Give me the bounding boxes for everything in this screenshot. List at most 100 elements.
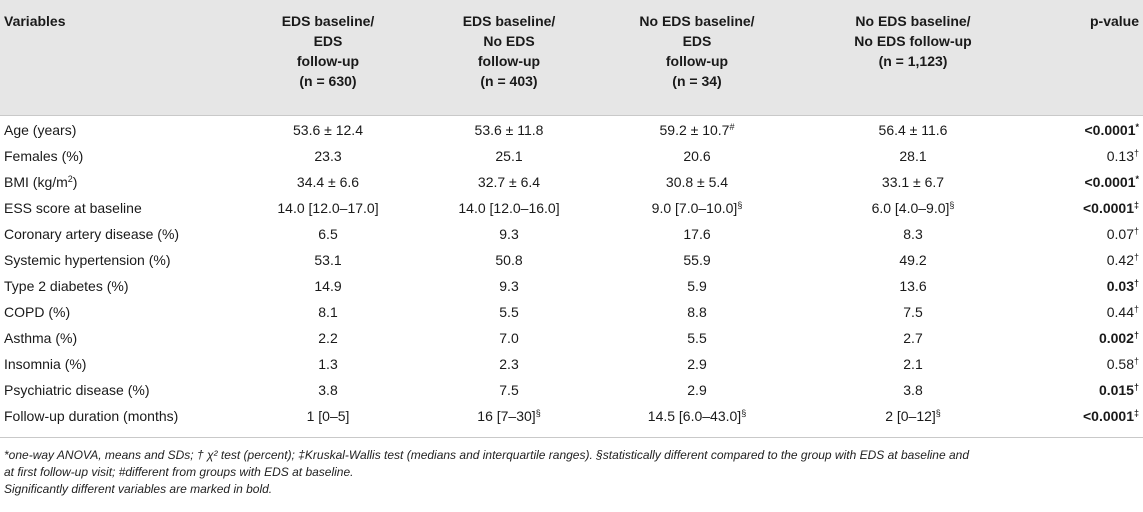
value-cell: 6.5 xyxy=(318,221,337,247)
cell-text: 14.0 [12.0–17.0] xyxy=(277,200,379,216)
value-cell: 56.4 ± 11.6 xyxy=(879,117,948,143)
cell-text: 0.13 xyxy=(1106,148,1134,164)
cell-superscript: * xyxy=(1135,122,1139,132)
value-cell: 53.6 ± 11.8 xyxy=(475,117,544,143)
cell-text: 9.3 xyxy=(499,278,519,294)
cell-text: 3.8 xyxy=(903,382,923,398)
cell-text: Insomnia (%) xyxy=(4,356,87,372)
cell-text: 55.9 xyxy=(683,252,711,268)
table-row: Asthma (%) 2.2 7.0 5.5 2.7 0.002† xyxy=(0,325,1143,351)
cell-superscript: § xyxy=(949,200,955,210)
value-cell: 2.9 xyxy=(687,377,706,403)
cell-text: Asthma (%) xyxy=(4,330,78,346)
cell-text: 53.1 xyxy=(314,252,342,268)
cell-text: 1 [0–5] xyxy=(306,408,350,424)
value-cell: 49.2 xyxy=(899,247,926,273)
header-variables: Variables xyxy=(4,13,66,29)
value-cell: 55.9 xyxy=(683,247,710,273)
table-row: Coronary artery disease (%) 6.5 9.3 17.6 8.3… xyxy=(0,221,1143,247)
cell-superscript: § xyxy=(535,408,541,418)
cell-text: 2.1 xyxy=(903,356,923,372)
table-row: BMI (kg/m2) 34.4 ± 6.6 32.7 ± 6.4 30.8 ± 5.… xyxy=(0,169,1143,195)
table-row: ESS score at baseline 14.0 [12.0–17.0] 14.… xyxy=(0,195,1143,221)
p-value-cell: 0.015† xyxy=(1099,377,1139,403)
value-cell: 17.6 xyxy=(683,221,710,247)
value-cell: 2 [0–12]§ xyxy=(885,403,941,429)
header-p-value: p-value xyxy=(1089,13,1139,29)
p-value-cell: 0.13† xyxy=(1107,143,1139,169)
value-cell: 5.5 xyxy=(499,299,518,325)
cell-superscript: † xyxy=(1133,330,1139,340)
row-label: Females (%) xyxy=(4,143,83,169)
table-header: Variables EDS baseline/ EDS follow-up (n… xyxy=(0,0,1143,115)
cell-text: 7.5 xyxy=(499,382,519,398)
cell-text: 2.9 xyxy=(687,382,707,398)
cell-text: 34.4 ± 6.6 xyxy=(296,174,360,190)
p-value-cell: <0.0001* xyxy=(1084,117,1139,143)
cell-text: 0.42 xyxy=(1106,252,1134,268)
cell-text: 1.3 xyxy=(318,356,338,372)
cell-superscript: 2 xyxy=(67,174,73,184)
cell-text: 28.1 xyxy=(899,148,927,164)
value-cell: 8.8 xyxy=(687,299,706,325)
value-cell: 2.7 xyxy=(903,325,922,351)
cell-text: 23.3 xyxy=(314,148,342,164)
cell-text: 14.5 [6.0–43.0] xyxy=(647,408,742,424)
table-row: Systemic hypertension (%) 53.1 50.8 55.9 49.… xyxy=(0,247,1143,273)
cell-text: Systemic hypertension (%) xyxy=(4,252,171,268)
cell-superscript: # xyxy=(729,122,735,132)
row-label: BMI (kg/m2) xyxy=(4,169,77,195)
table-row: Type 2 diabetes (%) 14.9 9.3 5.9 13.6 0.03† xyxy=(0,273,1143,299)
row-label: Insomnia (%) xyxy=(4,351,86,377)
cell-text: 6.5 xyxy=(318,226,338,242)
cell-text: 5.5 xyxy=(687,330,707,346)
cell-text: 7.5 xyxy=(903,304,923,320)
cell-text: 0.03 xyxy=(1106,278,1134,294)
cell-superscript: † xyxy=(1133,226,1139,236)
footnote-line-2: at first follow-up visit; #different fro… xyxy=(4,465,354,479)
header-noeds-noeds: No EDS baseline/ No EDS follow-up (n = 1… xyxy=(854,13,972,69)
value-cell: 2.9 xyxy=(687,351,706,377)
value-cell: 16 [7–30]§ xyxy=(477,403,540,429)
cell-text: 8.3 xyxy=(903,226,923,242)
cell-text: 8.1 xyxy=(318,304,338,320)
cell-text: 2.9 xyxy=(687,356,707,372)
cell-text: Type 2 diabetes (%) xyxy=(4,278,129,294)
cell-text: 5.5 xyxy=(499,304,519,320)
cell-text: Coronary artery disease (%) xyxy=(4,226,180,242)
p-value-cell: 0.002† xyxy=(1099,325,1139,351)
value-cell: 5.9 xyxy=(687,273,706,299)
cell-text: <0.0001 xyxy=(1084,174,1136,190)
cell-superscript: † xyxy=(1133,304,1139,314)
cell-superscript: § xyxy=(935,408,941,418)
cell-text: 20.6 xyxy=(683,148,711,164)
cell-superscript: ‡ xyxy=(1133,200,1139,210)
value-cell: 6.0 [4.0–9.0]§ xyxy=(872,195,955,221)
row-label: Coronary artery disease (%) xyxy=(4,221,179,247)
value-cell: 14.0 [12.0–17.0] xyxy=(277,195,378,221)
cell-text: 14.0 [12.0–16.0] xyxy=(458,200,560,216)
value-cell: 33.1 ± 6.7 xyxy=(882,169,944,195)
row-label: Type 2 diabetes (%) xyxy=(4,273,129,299)
cell-text: 0.58 xyxy=(1106,356,1134,372)
cell-text: Age (years) xyxy=(4,122,77,138)
cell-superscript: * xyxy=(1135,174,1139,184)
value-cell: 1.3 xyxy=(318,351,337,377)
cell-text: 30.8 ± 5.4 xyxy=(665,174,729,190)
footnote-line-3: Significantly different variables are ma… xyxy=(4,482,273,496)
value-cell: 14.9 xyxy=(314,273,341,299)
cell-text: Follow-up duration (months) xyxy=(4,408,179,424)
header-divider xyxy=(0,115,1143,116)
cell-text: 2.3 xyxy=(499,356,519,372)
value-cell: 53.1 xyxy=(314,247,341,273)
table-row: Psychiatric disease (%) 3.8 7.5 2.9 3.8 0.015… xyxy=(0,377,1143,403)
cell-text: 33.1 ± 6.7 xyxy=(881,174,945,190)
cell-text: 0.44 xyxy=(1106,304,1134,320)
row-label: ESS score at baseline xyxy=(4,195,142,221)
value-cell: 20.6 xyxy=(683,143,710,169)
value-cell: 7.0 xyxy=(499,325,518,351)
p-value-cell: 0.03† xyxy=(1107,273,1139,299)
value-cell: 2.2 xyxy=(318,325,337,351)
cell-text: ESS score at baseline xyxy=(4,200,142,216)
value-cell: 30.8 ± 5.4 xyxy=(666,169,728,195)
